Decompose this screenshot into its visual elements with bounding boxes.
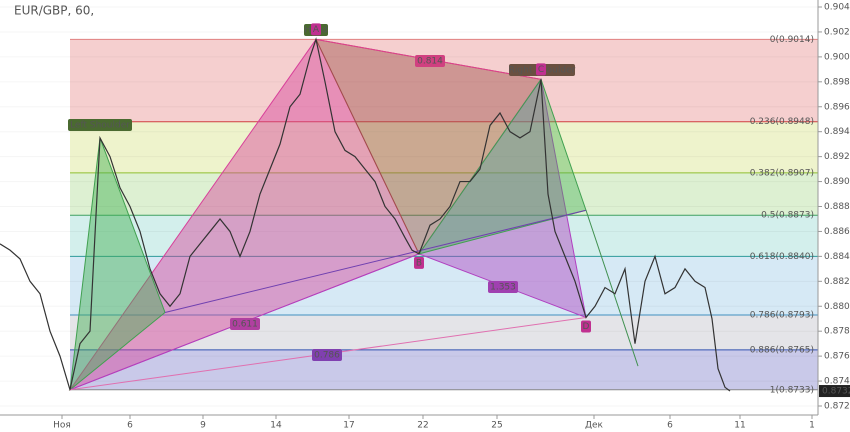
last-price-bg	[819, 385, 850, 398]
x-tick-label: 11	[734, 421, 745, 431]
x-tick-label: 25	[491, 421, 502, 431]
fib-band	[70, 39, 818, 122]
fib-label: 0.886(0.8765)	[750, 345, 814, 355]
point-label-bg	[414, 256, 424, 269]
ratio-label: 0.611	[232, 320, 258, 330]
ratio-label: 0.786	[314, 351, 340, 361]
fib-band	[70, 121, 818, 173]
target-line	[585, 210, 639, 367]
fib-label: 0(0.9014)	[770, 35, 814, 45]
fib-band	[70, 314, 818, 350]
x-tick-label: 22	[417, 421, 428, 431]
last-price: 0.8732	[822, 387, 850, 397]
annotation-bg	[68, 119, 132, 131]
ratio-label-bg	[312, 349, 342, 361]
fib-band	[70, 215, 818, 257]
point-label: C	[538, 65, 544, 75]
point-label: B	[416, 258, 422, 268]
ratio-label-bg	[415, 55, 445, 67]
x-tick-label: Ноя	[53, 421, 71, 431]
x-tick-label: 17	[343, 421, 354, 431]
x-tick-label: 9	[200, 421, 206, 431]
ratio-label-bg	[230, 318, 260, 330]
x-tick-label: 6	[127, 421, 133, 431]
fib-label: 0.786(0.8793)	[750, 310, 814, 320]
point-label-bg	[581, 320, 591, 333]
fib-label: 0.618(0.8840)	[750, 252, 814, 262]
annotation: Left Shoulder	[70, 121, 130, 131]
fib-label: 0.236(0.8948)	[750, 117, 814, 127]
ratio-label: 0.814	[417, 57, 443, 67]
fib-label: 0.5(0.8873)	[761, 211, 814, 221]
x-tick-label: 14	[270, 421, 282, 431]
point-label-bg	[536, 63, 546, 76]
x-tick-label: 1	[809, 421, 815, 431]
x-tick-label: 6	[667, 421, 673, 431]
price-line	[0, 37, 731, 392]
fib-label: 0.382(0.8907)	[750, 168, 814, 178]
ratio-label: 1.353	[490, 283, 516, 293]
fib-label: 1(0.8733)	[770, 385, 814, 395]
point-label: D	[583, 322, 590, 332]
y-tick-label: 0.9040	[824, 3, 850, 13]
chart-title: EUR/GBP, 60,	[14, 4, 94, 18]
point-label: A	[313, 25, 320, 35]
y-tick-label: 0.8840	[824, 252, 850, 262]
left-shoulder	[69, 137, 166, 391]
fib-band	[70, 172, 818, 216]
x-tick-label: Дек	[585, 421, 604, 431]
neckline	[164, 209, 587, 313]
fib-band	[70, 349, 818, 390]
ratio-label-bg	[488, 281, 518, 293]
point-label-bg	[311, 23, 321, 36]
